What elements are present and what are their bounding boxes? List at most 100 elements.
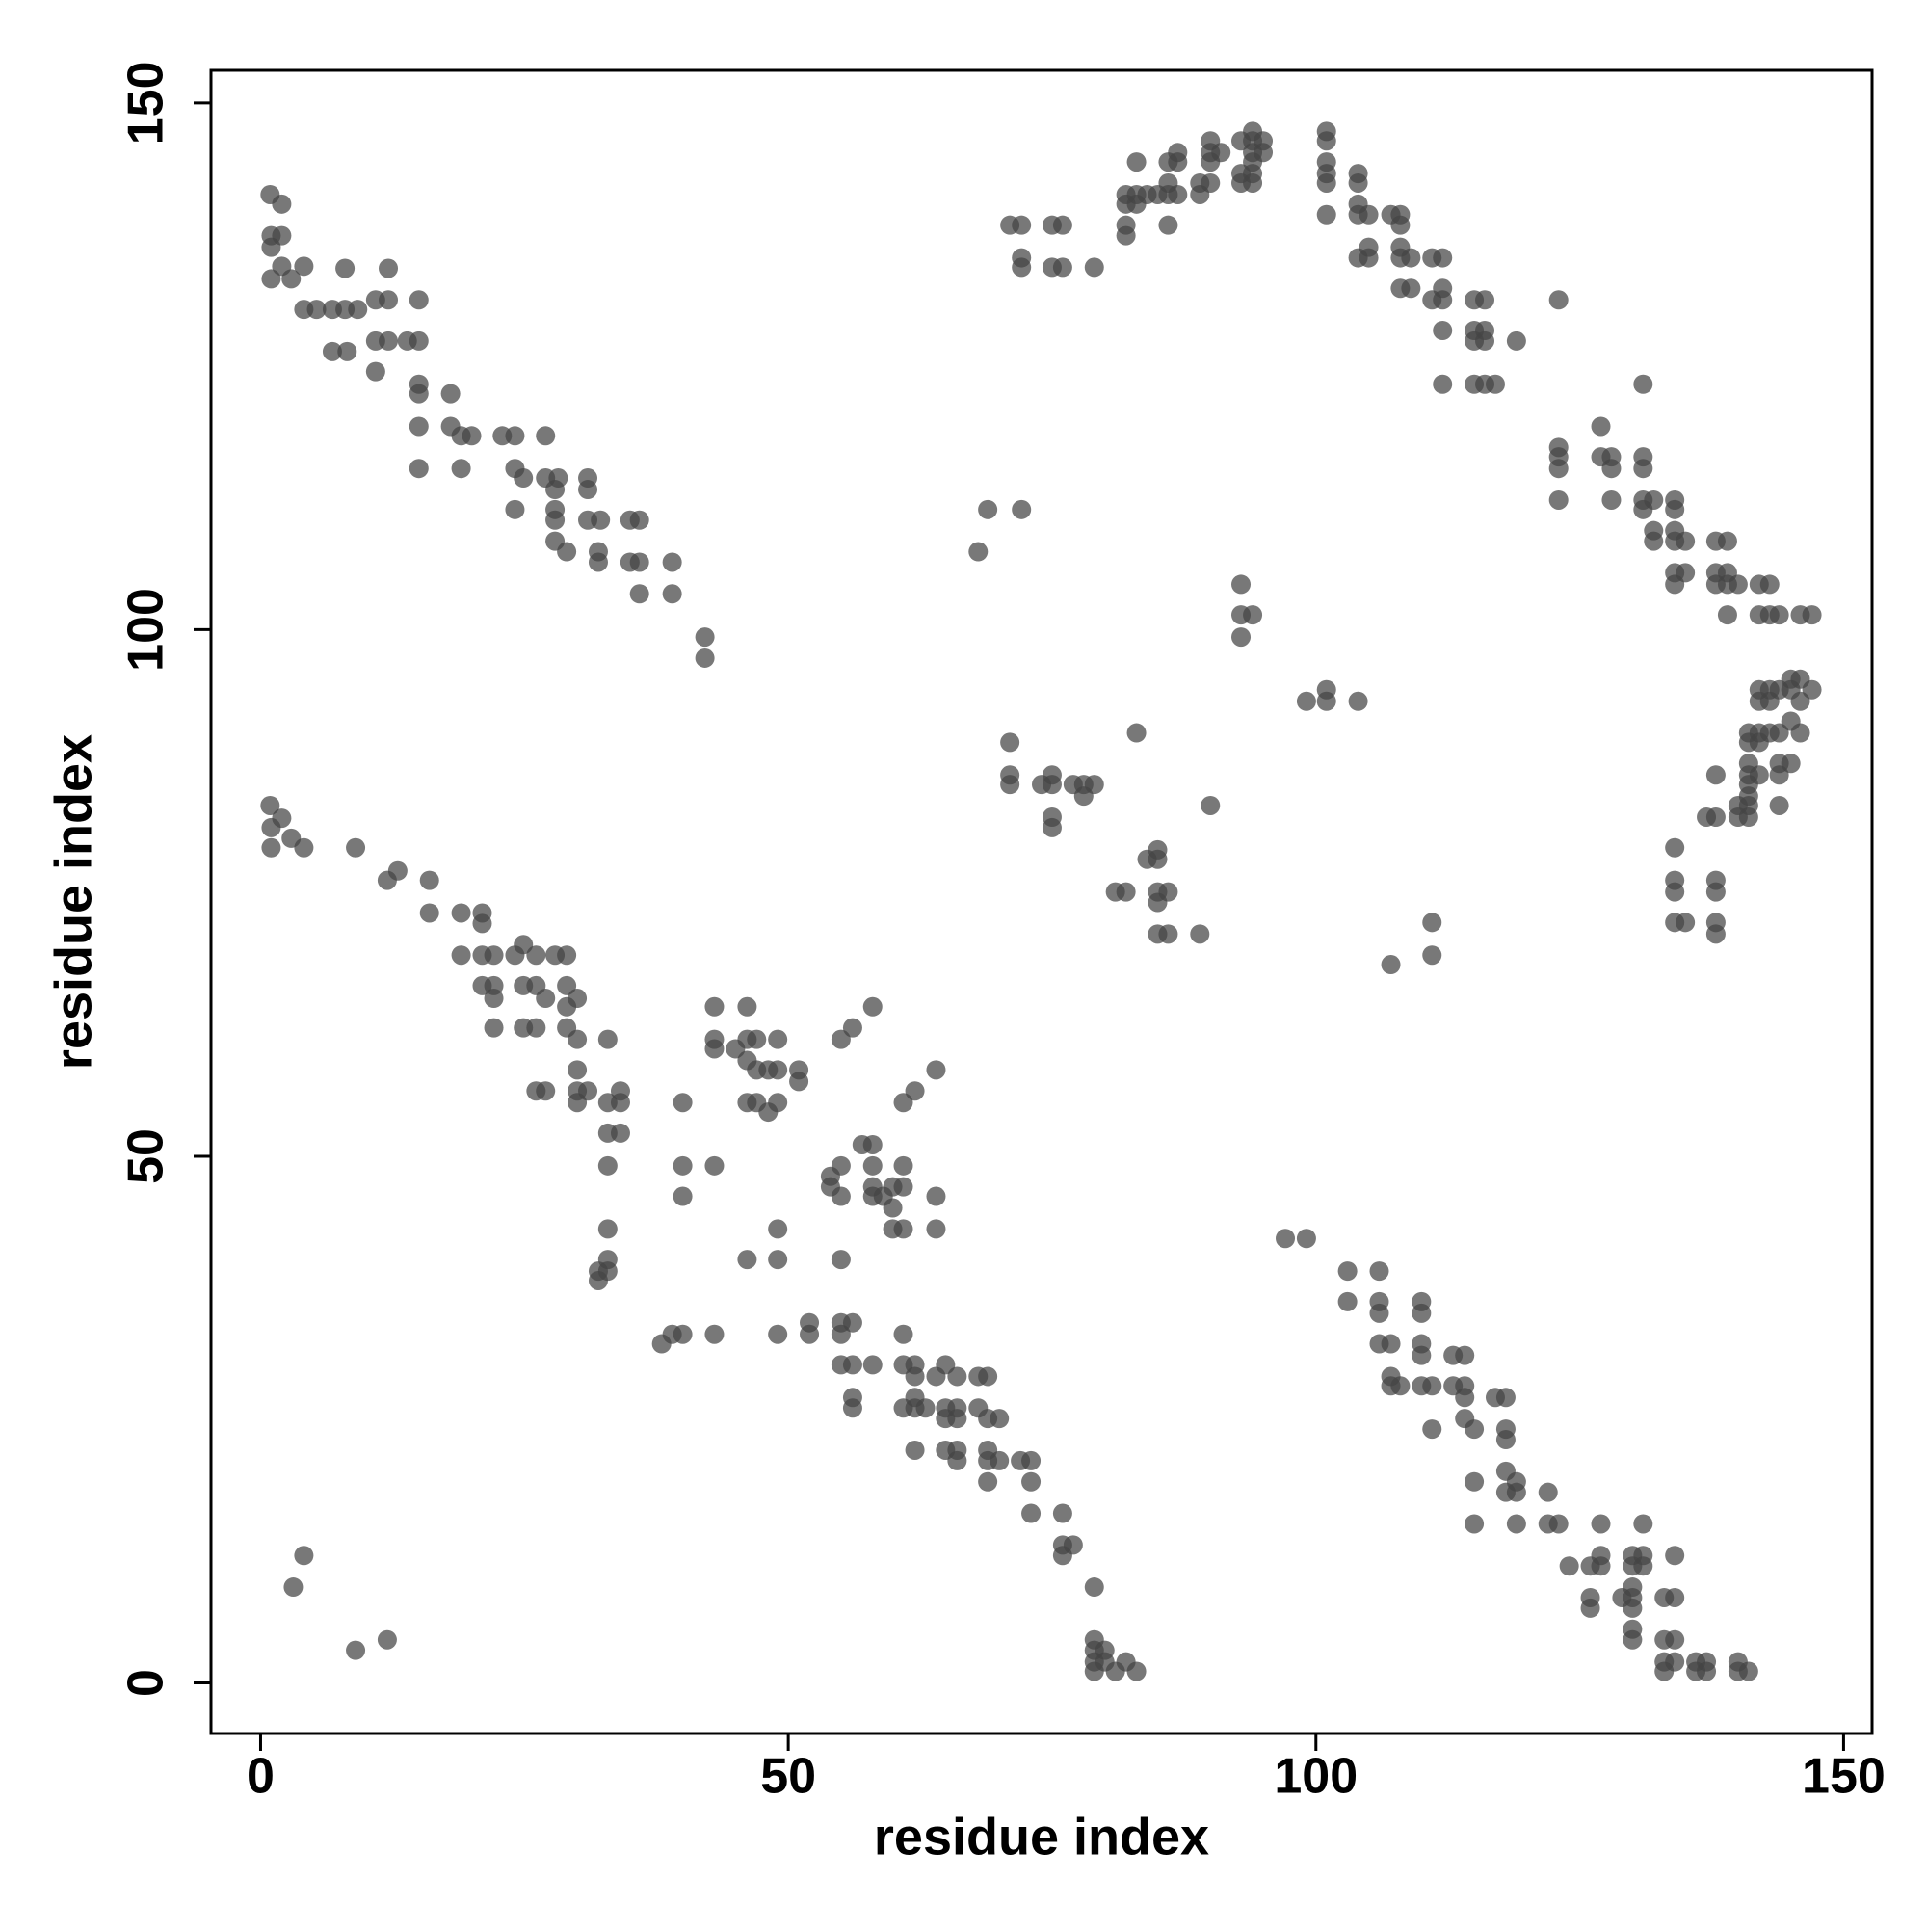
contact-point — [1433, 374, 1453, 394]
contact-point — [1591, 1514, 1611, 1534]
contact-point — [1665, 1546, 1685, 1566]
contact-point — [1433, 248, 1453, 268]
contact-point — [1495, 1430, 1516, 1450]
contact-point — [1475, 290, 1495, 310]
contact-point — [514, 468, 534, 489]
contact-point — [673, 1324, 693, 1344]
contact-point — [1359, 248, 1379, 268]
contact-point — [905, 1440, 925, 1460]
contact-point — [978, 499, 998, 519]
contact-point — [768, 1250, 788, 1270]
contact-point — [440, 384, 461, 404]
contact-point — [1601, 459, 1622, 479]
contact-point — [1012, 215, 1032, 235]
contact-point — [662, 584, 682, 604]
contact-point — [704, 996, 725, 1017]
contact-point — [346, 837, 366, 858]
contact-point — [484, 1018, 504, 1038]
contact-point — [883, 1198, 903, 1218]
contact-point — [588, 552, 608, 572]
contact-point — [1084, 1661, 1104, 1681]
contact-point — [1021, 1471, 1042, 1492]
contact-point — [1073, 786, 1094, 807]
contact-point — [768, 1324, 788, 1344]
contact-point — [409, 416, 429, 437]
contact-point — [1633, 459, 1653, 479]
contact-point — [842, 1018, 862, 1038]
contact-point — [842, 1355, 862, 1375]
contact-point — [1052, 1503, 1072, 1523]
contact-point — [842, 1398, 862, 1418]
contact-point — [1506, 331, 1526, 351]
contact-point — [893, 1219, 913, 1239]
contact-point — [1401, 248, 1421, 268]
contact-point — [629, 552, 649, 572]
contact-point — [451, 945, 471, 966]
contact-point — [409, 290, 429, 310]
contact-point — [737, 1250, 757, 1270]
contact-point — [1790, 723, 1810, 743]
contact-point — [261, 817, 281, 837]
contact-point — [365, 361, 385, 382]
contact-point — [557, 542, 577, 562]
contact-point — [673, 1186, 693, 1206]
contact-point — [1211, 143, 1231, 163]
contact-point — [1738, 1661, 1758, 1681]
contact-point — [1591, 416, 1611, 437]
contact-point — [1381, 955, 1401, 975]
contact-point — [1790, 691, 1810, 711]
contact-point — [662, 552, 682, 572]
contact-point — [1000, 775, 1020, 795]
contact-point — [737, 1093, 757, 1113]
y-tick-label: 0 — [119, 1669, 174, 1697]
contact-point — [568, 1029, 588, 1049]
contact-point — [1422, 1376, 1442, 1396]
contact-point — [1190, 924, 1210, 944]
contact-point — [1243, 605, 1263, 625]
contact-point — [610, 1081, 630, 1101]
contact-point — [673, 1155, 693, 1176]
contact-point — [768, 1060, 788, 1080]
contact-point — [1548, 1514, 1569, 1534]
contact-point — [1717, 605, 1737, 625]
contact-point — [1021, 1503, 1042, 1523]
contact-point — [1705, 807, 1726, 828]
contact-point — [947, 1366, 967, 1387]
contact-point — [545, 510, 566, 530]
contact-point — [1126, 152, 1147, 172]
contact-point — [1412, 1303, 1432, 1323]
contact-point — [1422, 945, 1442, 966]
contact-point — [610, 1123, 630, 1143]
contact-point — [1296, 1229, 1316, 1249]
contact-point — [379, 331, 399, 351]
contact-point — [409, 459, 429, 479]
contact-point — [1705, 882, 1726, 902]
contact-point — [893, 1177, 913, 1197]
contact-point — [704, 1324, 725, 1344]
contact-point — [893, 1155, 913, 1176]
y-axis-title: residue index — [44, 734, 102, 1070]
contact-point — [379, 258, 399, 278]
contact-point — [1052, 215, 1072, 235]
contact-point — [1116, 882, 1136, 902]
contact-point — [1633, 374, 1653, 394]
contact-point — [1148, 849, 1168, 869]
contact-point — [597, 1155, 618, 1176]
contact-point — [1623, 1598, 1643, 1618]
contact-point — [1369, 1303, 1389, 1323]
contact-point — [1126, 1661, 1147, 1681]
contact-point — [1052, 1546, 1072, 1566]
contact-point — [377, 1629, 397, 1650]
contact-point — [346, 1640, 366, 1660]
contact-point — [1769, 795, 1789, 815]
contact-point — [1316, 131, 1336, 151]
x-tick-label: 150 — [1802, 1749, 1886, 1805]
contact-point — [1231, 627, 1252, 648]
contact-point — [568, 1060, 588, 1080]
contact-point — [536, 426, 556, 446]
contact-point — [926, 1186, 946, 1206]
contact-point — [1276, 1229, 1296, 1249]
contact-point — [1042, 817, 1062, 837]
